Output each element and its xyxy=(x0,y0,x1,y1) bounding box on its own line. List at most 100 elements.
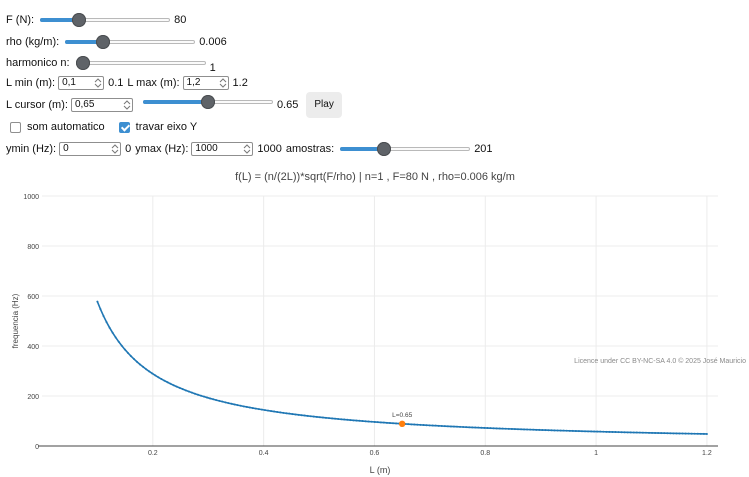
series-point xyxy=(611,430,614,433)
lcursor-spinner-icon[interactable] xyxy=(123,100,131,110)
series-point xyxy=(227,402,230,405)
x-tick-label: 1 xyxy=(594,450,598,457)
series-point xyxy=(337,417,340,420)
harmonico-slider-thumb[interactable] xyxy=(76,56,91,70)
ymax-label: ymax (Hz): xyxy=(135,143,189,155)
harmonico-slider[interactable] xyxy=(75,55,206,71)
series-point xyxy=(587,430,590,433)
series-point xyxy=(605,430,608,433)
force-slider-thumb[interactable] xyxy=(72,13,87,27)
series-point xyxy=(166,381,169,384)
ymin-spinner-icon[interactable] xyxy=(111,144,119,154)
som-automatico-checkbox[interactable] xyxy=(10,121,21,133)
series-point xyxy=(434,424,437,427)
series-point xyxy=(181,388,184,391)
series-point xyxy=(117,340,120,343)
y-axis-label: frequencia (Hz) xyxy=(11,293,20,348)
series-point xyxy=(422,424,425,427)
series-point xyxy=(529,428,532,431)
lmax-spinner-icon[interactable] xyxy=(219,78,227,88)
series-point xyxy=(480,426,483,429)
series-point xyxy=(498,427,501,430)
amostras-slider-thumb[interactable] xyxy=(377,142,392,156)
lcursor-input[interactable]: 0,65 xyxy=(70,98,133,112)
series-point xyxy=(257,408,260,411)
series-point xyxy=(443,425,446,428)
series-point xyxy=(492,427,495,430)
series-point xyxy=(224,401,227,404)
series-point xyxy=(553,429,556,432)
series-point xyxy=(178,386,181,389)
row-options: som automatico travar eixo Y xyxy=(10,121,197,133)
series-point xyxy=(300,414,303,417)
rho-slider[interactable] xyxy=(65,34,196,50)
series-point xyxy=(96,300,99,303)
series-point xyxy=(361,420,364,423)
series-point xyxy=(669,432,672,435)
series-point xyxy=(218,399,221,402)
series-point xyxy=(419,423,422,426)
series-point xyxy=(352,419,355,422)
series-point xyxy=(526,428,529,431)
rho-slider-thumb[interactable] xyxy=(95,35,110,49)
series-point xyxy=(324,416,327,419)
amostras-label: amostras: xyxy=(285,143,335,155)
lmax-input[interactable]: 1,2 xyxy=(182,76,229,90)
force-slider[interactable] xyxy=(40,12,171,28)
series-point xyxy=(474,426,477,429)
series-point xyxy=(120,344,123,347)
lmin-spinner-icon[interactable] xyxy=(94,78,102,88)
row-harmonico: harmonico n: 1 xyxy=(6,55,216,74)
lcursor-slider[interactable] xyxy=(142,94,273,110)
series-point xyxy=(696,432,699,435)
travar-eixo-checkbox[interactable] xyxy=(118,121,130,133)
travar-eixo-label: travar eixo Y xyxy=(135,121,198,133)
series-point xyxy=(504,427,507,430)
x-tick-label: 0.6 xyxy=(370,450,380,457)
series-point xyxy=(547,429,550,432)
series-point xyxy=(358,419,361,422)
series-point xyxy=(154,374,157,377)
frequency-chart[interactable]: f(L) = (n/(2L))*sqrt(F/rho) | n=1 , F=80… xyxy=(0,164,749,477)
series-point xyxy=(312,415,315,418)
series-point xyxy=(495,427,498,430)
series-point xyxy=(431,424,434,427)
series-point xyxy=(111,331,114,334)
series-point xyxy=(550,429,553,432)
series-point xyxy=(248,406,251,409)
row-force: F (N): 80 xyxy=(6,12,186,28)
play-button[interactable]: Play xyxy=(306,92,342,118)
series-point xyxy=(608,430,611,433)
ymin-label: ymin (Hz): xyxy=(6,143,57,155)
ymax-spinner-icon[interactable] xyxy=(243,144,251,154)
series-point xyxy=(590,430,593,433)
series-point xyxy=(160,378,163,381)
series-point xyxy=(513,428,516,431)
lmin-value: 0.1 xyxy=(108,77,124,89)
y-tick-label: 600 xyxy=(27,294,39,301)
series-point xyxy=(334,417,337,420)
series-point xyxy=(321,416,324,419)
amostras-slider[interactable] xyxy=(340,141,471,157)
rho-value: 0.006 xyxy=(199,36,227,48)
series-point xyxy=(648,431,651,434)
series-point xyxy=(452,425,455,428)
ymin-input[interactable]: 0 xyxy=(59,142,122,156)
series-point xyxy=(629,431,632,434)
series-point xyxy=(285,412,288,415)
series-point xyxy=(273,410,276,413)
series-point xyxy=(678,432,681,435)
series-point xyxy=(282,411,285,414)
series-point xyxy=(681,432,684,435)
lmin-input[interactable]: 0,1 xyxy=(58,76,105,90)
ymax-input[interactable]: 1000 xyxy=(191,142,254,156)
series-point xyxy=(251,407,254,410)
series-point xyxy=(471,426,474,429)
chart-grid xyxy=(42,195,718,446)
series-point xyxy=(437,424,440,427)
y-tick-label: 800 xyxy=(27,244,39,251)
lcursor-slider-thumb[interactable] xyxy=(200,95,215,109)
series-point xyxy=(392,422,395,425)
series-point xyxy=(684,432,687,435)
license-watermark: Licence under CC BY-NC-SA 4.0 © 2025 Jos… xyxy=(574,357,746,365)
